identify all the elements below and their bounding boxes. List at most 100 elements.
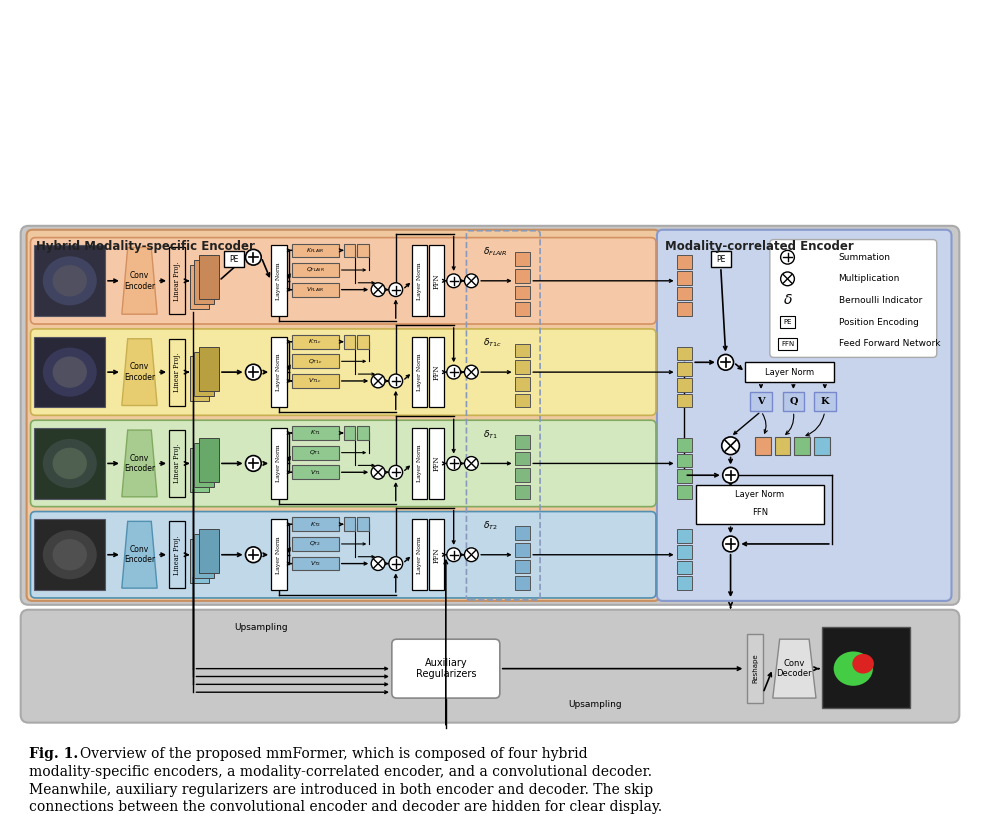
- Text: Layer Norm: Layer Norm: [277, 353, 282, 391]
- Bar: [515, 377, 531, 391]
- Circle shape: [464, 548, 478, 562]
- Bar: [748, 634, 763, 703]
- Text: Linear Proj.: Linear Proj.: [173, 535, 181, 575]
- Text: $V_{T1}$: $V_{T1}$: [310, 468, 321, 477]
- Bar: [34, 337, 105, 408]
- FancyBboxPatch shape: [21, 610, 959, 723]
- Bar: [677, 561, 693, 575]
- Bar: [169, 339, 184, 405]
- Bar: [814, 437, 830, 454]
- Bar: [271, 337, 286, 408]
- Text: Conv
Encoder: Conv Encoder: [124, 362, 155, 382]
- Text: FFN: FFN: [433, 273, 440, 289]
- Text: Meanwhile, auxiliary regularizers are introduced in both encoder and decoder. Th: Meanwhile, auxiliary regularizers are in…: [28, 782, 652, 797]
- FancyBboxPatch shape: [30, 329, 656, 415]
- Bar: [515, 361, 531, 374]
- Text: $V_{T1c}$: $V_{T1c}$: [308, 377, 323, 385]
- Text: Layer Norm: Layer Norm: [765, 368, 814, 377]
- Bar: [291, 354, 338, 368]
- Bar: [291, 426, 338, 440]
- Polygon shape: [122, 521, 157, 589]
- Text: Layer Norm: Layer Norm: [417, 353, 422, 391]
- Bar: [357, 518, 369, 532]
- Text: $K_{T2}$: $K_{T2}$: [310, 520, 321, 529]
- Text: Bernoulli Indicator: Bernoulli Indicator: [839, 296, 922, 305]
- Bar: [515, 394, 531, 408]
- Circle shape: [723, 536, 739, 552]
- Ellipse shape: [834, 651, 873, 686]
- Circle shape: [388, 282, 402, 296]
- FancyBboxPatch shape: [657, 230, 952, 601]
- Ellipse shape: [53, 357, 87, 387]
- FancyBboxPatch shape: [26, 230, 660, 601]
- Bar: [194, 352, 214, 396]
- Text: Modality-correlated Encoder: Modality-correlated Encoder: [665, 239, 853, 252]
- Text: Hybrid Modality-specific Encoder: Hybrid Modality-specific Encoder: [36, 239, 255, 252]
- FancyBboxPatch shape: [30, 238, 656, 324]
- Text: Upsampling: Upsampling: [234, 623, 288, 632]
- Circle shape: [464, 457, 478, 470]
- Bar: [750, 392, 772, 411]
- Ellipse shape: [53, 448, 87, 479]
- Bar: [194, 260, 214, 304]
- Bar: [357, 426, 369, 440]
- Text: Linear Proj.: Linear Proj.: [173, 444, 181, 484]
- Bar: [515, 468, 531, 482]
- Text: FFN: FFN: [433, 547, 440, 562]
- Bar: [189, 539, 209, 583]
- Text: Layer Norm: Layer Norm: [277, 536, 282, 574]
- Text: Feed Forward Network: Feed Forward Network: [839, 339, 940, 348]
- Bar: [169, 521, 184, 589]
- Bar: [34, 246, 105, 316]
- Circle shape: [245, 547, 261, 562]
- Bar: [199, 529, 219, 573]
- FancyArrowPatch shape: [762, 414, 767, 433]
- FancyBboxPatch shape: [770, 239, 937, 357]
- FancyBboxPatch shape: [391, 639, 500, 698]
- Bar: [515, 269, 531, 282]
- Bar: [515, 344, 531, 357]
- Text: $\delta_{T2}$: $\delta_{T2}$: [483, 519, 498, 532]
- Bar: [291, 282, 338, 296]
- Circle shape: [781, 272, 795, 286]
- Bar: [775, 437, 791, 454]
- Bar: [291, 466, 338, 479]
- Text: Conv
Encoder: Conv Encoder: [124, 453, 155, 473]
- Bar: [515, 452, 531, 466]
- Text: connections between the convolutional encoder and decoder are hidden for clear d: connections between the convolutional en…: [28, 800, 661, 814]
- Bar: [515, 527, 531, 540]
- Text: FFN: FFN: [781, 340, 795, 347]
- Text: Linear Proj.: Linear Proj.: [173, 261, 181, 300]
- Ellipse shape: [53, 539, 87, 571]
- Bar: [677, 438, 693, 452]
- Circle shape: [388, 557, 402, 571]
- Bar: [778, 338, 798, 349]
- Text: FFN: FFN: [433, 365, 440, 380]
- Text: Layer Norm: Layer Norm: [277, 444, 282, 482]
- Text: modality-specific encoders, a modality-correlated encoder, and a convolutional d: modality-specific encoders, a modality-c…: [28, 765, 651, 779]
- Bar: [814, 392, 836, 411]
- Bar: [291, 537, 338, 551]
- Bar: [412, 246, 427, 316]
- Polygon shape: [122, 339, 157, 405]
- Text: Fig. 1.: Fig. 1.: [28, 747, 77, 761]
- Ellipse shape: [43, 348, 97, 396]
- Text: Conv
Encoder: Conv Encoder: [124, 271, 155, 291]
- Bar: [677, 347, 693, 361]
- Circle shape: [245, 249, 261, 265]
- Text: $V_{T2}$: $V_{T2}$: [310, 559, 321, 568]
- Bar: [780, 316, 796, 328]
- Circle shape: [446, 365, 460, 379]
- Bar: [515, 543, 531, 557]
- FancyBboxPatch shape: [30, 511, 656, 598]
- Polygon shape: [773, 639, 816, 698]
- Text: Conv
Decoder: Conv Decoder: [777, 659, 812, 678]
- Bar: [343, 426, 355, 440]
- Bar: [677, 271, 693, 285]
- Text: Reshape: Reshape: [752, 654, 758, 684]
- Circle shape: [371, 557, 385, 571]
- Bar: [677, 485, 693, 499]
- Bar: [194, 443, 214, 487]
- Bar: [199, 347, 219, 391]
- Bar: [189, 448, 209, 492]
